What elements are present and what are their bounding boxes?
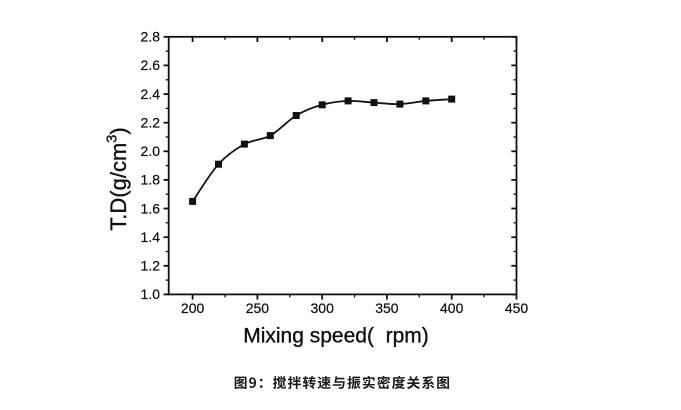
svg-text:1.8: 1.8 [141,172,161,188]
svg-text:200: 200 [181,300,205,316]
svg-text:1.6: 1.6 [141,200,161,216]
svg-text:1.2: 1.2 [141,258,161,274]
svg-text:2.0: 2.0 [141,143,161,159]
svg-text:1.4: 1.4 [141,229,161,245]
svg-text:300: 300 [311,300,335,316]
svg-text:T.D(g/cm3): T.D(g/cm3) [104,127,131,230]
svg-text:2.6: 2.6 [141,57,161,73]
svg-text:400: 400 [440,300,464,316]
svg-text:450: 450 [505,300,529,316]
svg-text:1.0: 1.0 [141,286,161,302]
svg-text:2.2: 2.2 [141,115,161,131]
svg-text:350: 350 [375,300,399,316]
svg-text:250: 250 [246,300,270,316]
svg-text:2.8: 2.8 [141,29,161,45]
svg-text:2.4: 2.4 [141,86,161,102]
svg-text:Mixing speed( rpm): Mixing speed( rpm) [243,325,429,348]
